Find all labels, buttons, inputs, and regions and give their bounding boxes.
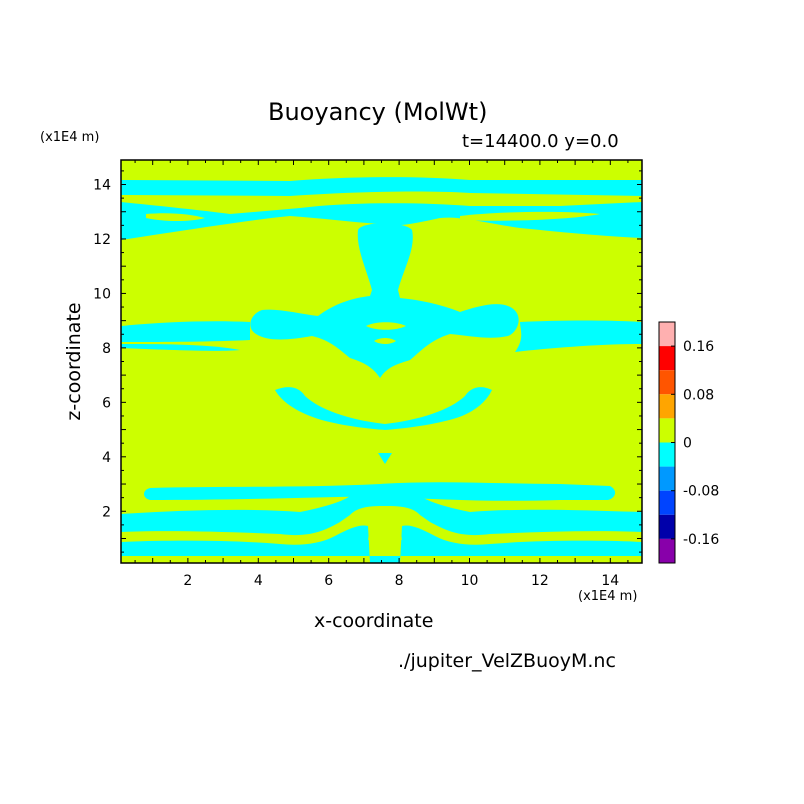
positive-contour-band [374, 338, 396, 344]
y-tick-label: 14 [93, 178, 111, 194]
colorbar-swatch [659, 466, 675, 491]
negative-contour-band [121, 202, 642, 240]
positive-contour-band [460, 211, 600, 221]
z-axis-unit: (x1E4 m) [40, 130, 100, 145]
colorbar-swatch [659, 322, 675, 347]
y-tick-label: 8 [102, 341, 111, 357]
colorbar-tick-label: -0.08 [683, 484, 719, 500]
contour-field [121, 160, 642, 563]
colorbar-tick-label: 0.16 [683, 339, 714, 355]
negative-contour-band [144, 482, 616, 501]
negative-contour-band [121, 496, 642, 536]
negative-contour-band [515, 320, 642, 352]
y-tick-label: 6 [102, 395, 111, 411]
colorbar-swatch [659, 370, 675, 395]
negative-contour-band [121, 344, 240, 351]
x-tick-label: 12 [531, 573, 549, 589]
colorbar-tick-label: -0.16 [683, 532, 719, 548]
colorbar-swatch [659, 538, 675, 563]
colorbar-swatch [659, 394, 675, 419]
x-tick-label: 10 [461, 573, 479, 589]
positive-contour-band [366, 322, 406, 330]
x-axis-unit: (x1E4 m) [578, 589, 638, 604]
negative-contour-band [121, 525, 642, 563]
x-tick-label: 8 [395, 573, 404, 589]
x-tick-label: 4 [254, 573, 263, 589]
y-tick-label: 2 [102, 504, 111, 520]
x-tick-label: 6 [324, 573, 333, 589]
colorbar-tick-label: 0 [683, 436, 692, 452]
colorbar-swatch [659, 346, 675, 371]
chart-title: Buoyancy (MolWt) [268, 98, 488, 126]
x-tick-label: 14 [601, 573, 619, 589]
negative-contour-plume [250, 223, 519, 378]
x-tick-label: 2 [183, 573, 192, 589]
colorbar-swatch [659, 418, 675, 443]
colorbar-swatch [659, 442, 675, 467]
y-tick-label: 12 [93, 232, 111, 248]
negative-contour-arc [275, 387, 492, 430]
colorbar-swatch [659, 490, 675, 515]
negative-contour-cell [378, 453, 392, 464]
x-axis-label: x-coordinate [314, 610, 434, 632]
chart-subtitle: t=14400.0 y=0.0 [462, 131, 619, 152]
axes: 2 4 6 8 10 12 14 2 4 6 8 10 12 14 z-coordinate [63, 159, 643, 589]
colorbar-tick-label: 0.08 [683, 387, 714, 403]
y-axis-label: z-coordinate [63, 302, 85, 420]
y-tick-label: 4 [102, 450, 111, 466]
negative-contour-band [121, 321, 250, 342]
positive-contour-band [146, 213, 205, 221]
negative-contour-band [121, 177, 642, 196]
colorbar-swatch [659, 514, 675, 539]
positive-contour-band [368, 521, 402, 540]
y-tick-label: 10 [93, 286, 111, 302]
colorbar: 0.16 0.08 0 -0.08 -0.16 [658, 321, 719, 564]
source-file-label: ./jupiter_VelZBuoyM.nc [398, 650, 616, 672]
